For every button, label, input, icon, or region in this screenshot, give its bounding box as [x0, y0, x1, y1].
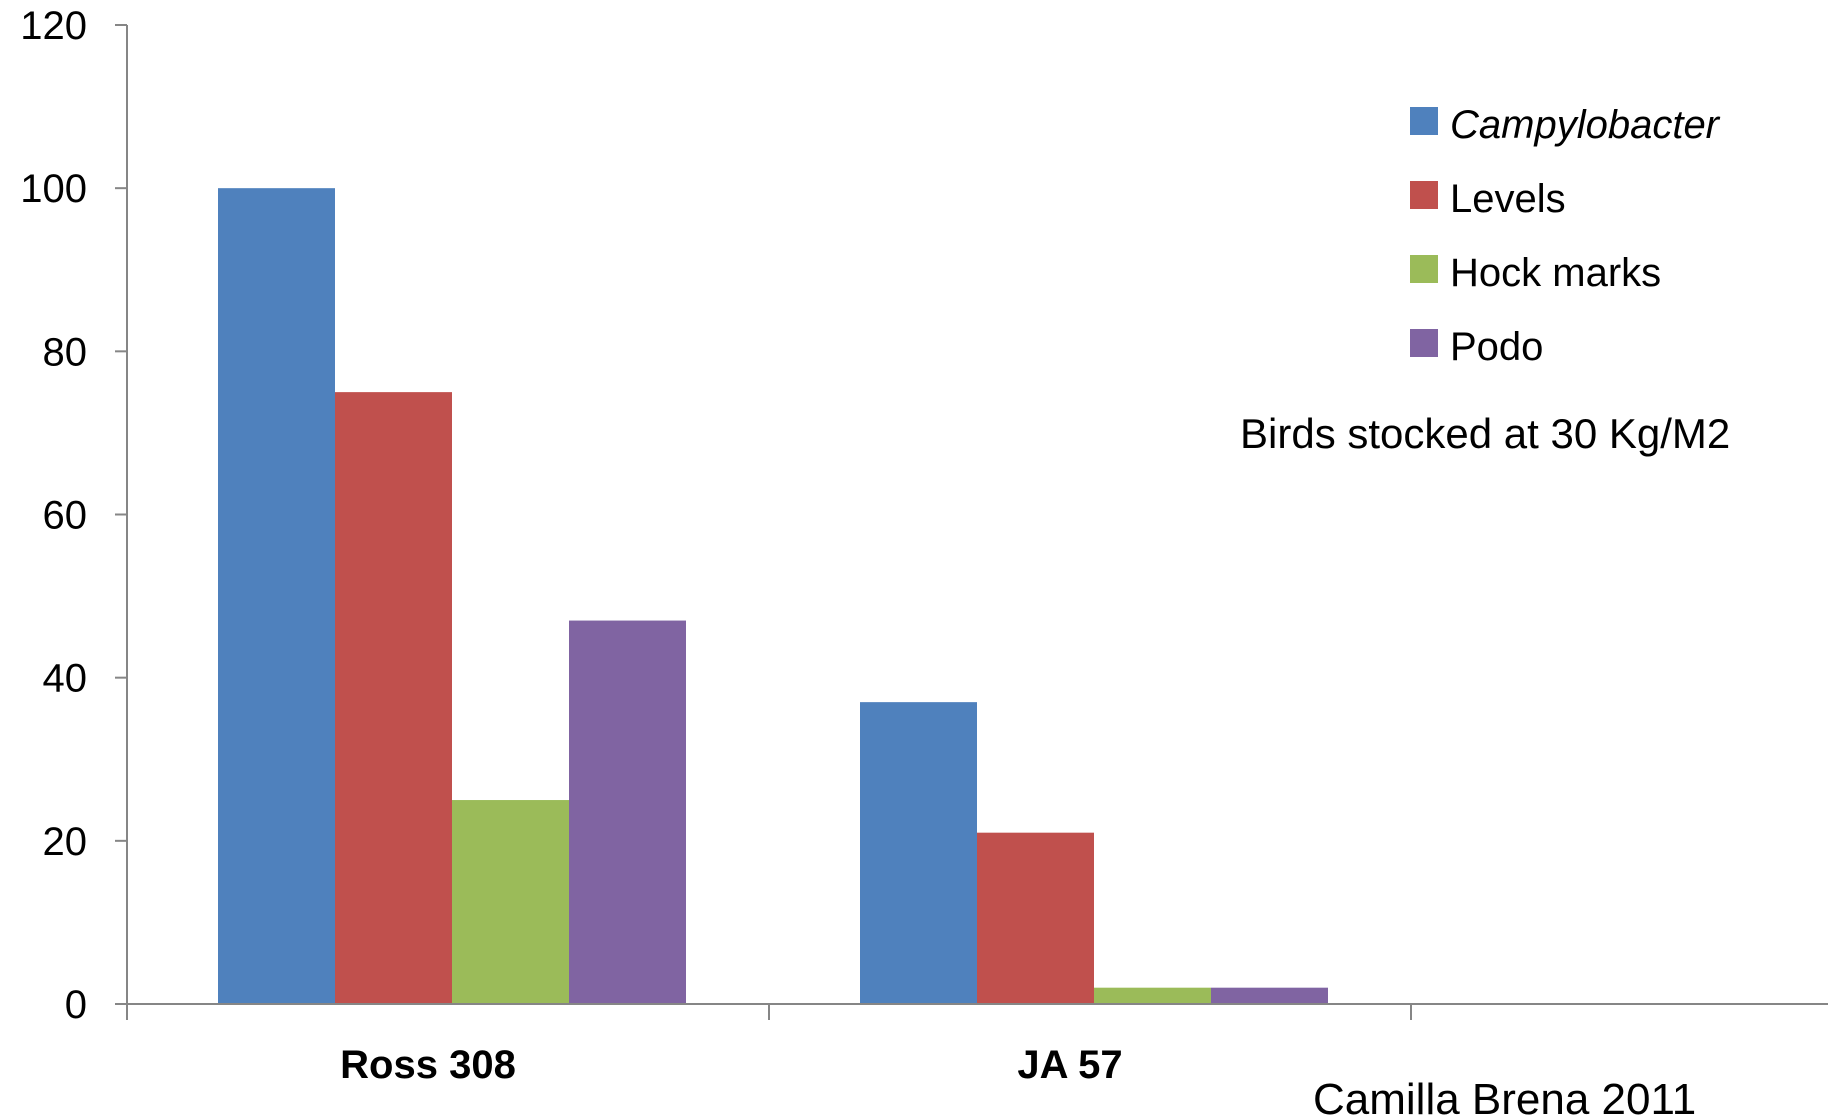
bar-levels-ja-57: [977, 832, 1094, 1004]
y-tick-label: 60: [43, 494, 88, 538]
x-tick-label: Ross 308: [340, 1043, 516, 1087]
chart-annotation: Birds stocked at 30 Kg/M2: [1240, 410, 1730, 457]
legend-swatch: [1410, 329, 1438, 357]
legend-label: Levels: [1450, 177, 1566, 221]
y-axis-ticks: 0 20 40 60 80 100 120: [20, 4, 127, 1027]
bar-podo-ross-308: [569, 620, 686, 1004]
y-tick-label: 0: [65, 983, 87, 1027]
bars: [218, 188, 1328, 1004]
bar-levels-ross-308: [335, 392, 452, 1004]
bar-campylobacter-ross-308: [218, 188, 335, 1004]
bar-campylobacter-ja-57: [860, 702, 977, 1004]
legend-swatch: [1410, 181, 1438, 209]
legend-label: Campylobacter: [1450, 103, 1721, 147]
y-tick-label: 120: [20, 4, 87, 48]
y-tick-label: 20: [43, 820, 88, 864]
y-tick-label: 40: [43, 657, 88, 701]
legend-label: Hock marks: [1450, 251, 1661, 295]
y-tick-label: 80: [43, 330, 88, 374]
legend: Campylobacter Levels Hock marks Podo: [1410, 103, 1721, 369]
legend-label: Podo: [1450, 325, 1543, 369]
y-tick-label: 100: [20, 167, 87, 211]
chart-credit: Camilla Brena 2011: [1313, 1075, 1696, 1120]
bar-podo-ja-57: [1211, 987, 1328, 1004]
bar-hock-marks-ja-57: [1094, 987, 1211, 1004]
x-tick-label: JA 57: [1017, 1043, 1122, 1087]
legend-swatch: [1410, 255, 1438, 283]
legend-swatch: [1410, 107, 1438, 135]
axes: [126, 25, 1828, 1005]
x-axis-ticks: Ross 308 JA 57: [126, 1004, 1412, 1087]
bar-hock-marks-ross-308: [452, 800, 569, 1004]
